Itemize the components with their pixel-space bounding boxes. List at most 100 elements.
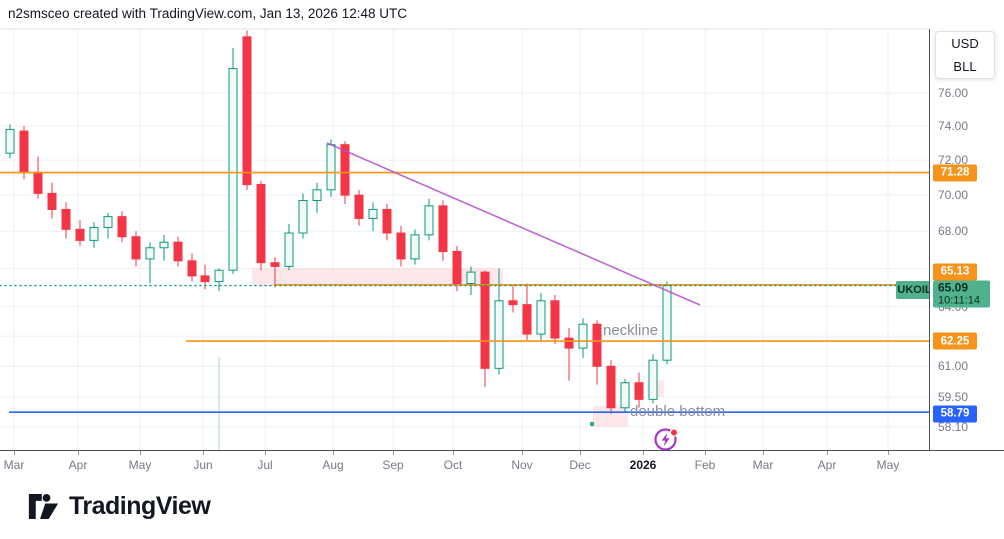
candle-body: [410, 234, 420, 260]
time-label-feb[interactable]: Feb: [694, 458, 716, 472]
candle-body: [187, 260, 197, 277]
time-label-jul[interactable]: Jul: [257, 458, 273, 472]
candle-body: [214, 269, 224, 283]
candle-body: [634, 382, 644, 400]
time-axis-tick: [203, 451, 204, 455]
price-label: 70.00: [938, 188, 969, 203]
time-label-nov[interactable]: Nov: [511, 458, 533, 472]
candle-body: [522, 304, 532, 335]
candle-body: [19, 130, 29, 173]
candle-body: [228, 68, 238, 271]
candle-body: [424, 205, 434, 236]
price-label: 58.10: [938, 419, 969, 434]
candle-body: [284, 232, 294, 267]
time-label-apr[interactable]: Apr: [817, 458, 837, 472]
price-label: 59.50: [938, 390, 969, 405]
time-axis-tick: [643, 451, 644, 455]
candle-body: [242, 36, 252, 186]
double-bottom-one-zone: [593, 406, 628, 427]
time-label-aug[interactable]: Aug: [322, 458, 344, 472]
time-label-apr[interactable]: Apr: [68, 458, 88, 472]
last-price-badge: 65.09 10:11:14: [933, 280, 990, 308]
candle-body: [606, 365, 616, 409]
time-label-may[interactable]: May: [128, 458, 152, 472]
candle-body: [480, 271, 490, 369]
candle-body: [256, 184, 266, 264]
price-label: 72.00: [938, 153, 969, 168]
candle-body: [536, 300, 546, 335]
last-price-value: 65.09: [938, 280, 969, 295]
candle-body: [564, 337, 574, 349]
time-label-oct[interactable]: Oct: [443, 458, 463, 472]
time-axis-tick: [393, 451, 394, 455]
price-line-badge: 71.28: [933, 164, 977, 182]
neckline-label: neckline: [603, 322, 659, 339]
candle-body: [340, 144, 350, 196]
time-axis-tick: [580, 451, 581, 455]
candle-body: [131, 236, 141, 260]
time-label-2026[interactable]: 2026: [629, 458, 657, 472]
candle-body: [466, 271, 476, 284]
candle-body: [396, 232, 406, 260]
attribution-text: n2smsceo created with TradingView.com, J…: [8, 6, 407, 21]
price-line-badge: 58.79: [933, 405, 977, 422]
candle-body: [550, 300, 560, 339]
time-label-mar[interactable]: Mar: [752, 458, 774, 472]
candle-body: [61, 208, 71, 230]
descending-trendline: [326, 142, 701, 306]
candle-body: [578, 323, 588, 349]
time-label-sep[interactable]: Sep: [382, 458, 404, 472]
price-label: 68.00: [938, 224, 969, 239]
price-label: 76.00: [938, 85, 969, 100]
price-label: 74.00: [938, 119, 969, 134]
candle-body: [200, 275, 210, 283]
candle-body: [173, 241, 183, 262]
candle-body: [354, 194, 364, 219]
unit-bll-button[interactable]: BLL: [953, 59, 977, 74]
candle-body: [33, 171, 43, 194]
candle-body: [662, 285, 672, 361]
supply-zone-zone: [252, 268, 503, 286]
time-axis-tick: [827, 451, 828, 455]
candlestick-chart[interactable]: [0, 0, 929, 450]
currency-unit-selector[interactable]: USD BLL: [935, 31, 995, 79]
time-axis-tick: [140, 451, 141, 455]
candle-body: [117, 216, 127, 238]
time-axis-tick: [333, 451, 334, 455]
candle-body: [438, 205, 448, 252]
candle-body: [592, 323, 602, 367]
notification-dot: [669, 428, 679, 437]
tradingview-logo-text: TradingView: [69, 492, 211, 520]
lightning-bolt-glyph: [661, 432, 670, 447]
time-axis-tick: [265, 451, 266, 455]
candle-body: [5, 128, 15, 154]
price-label: 61.00: [938, 359, 969, 374]
candle-body: [382, 208, 392, 234]
price-axis[interactable]: 76.0074.0072.0070.0068.0064.0061.0059.50…: [929, 29, 1004, 478]
time-axis-tick: [763, 451, 764, 455]
candle-body: [103, 216, 113, 229]
symbol-tag-badge: UKOIL: [896, 281, 933, 299]
flash-idea-icon[interactable]: [654, 427, 679, 452]
time-label-dec[interactable]: Dec: [569, 458, 591, 472]
candle-body: [648, 359, 658, 400]
candle-body: [508, 300, 518, 306]
candle-body: [298, 199, 308, 234]
chart-pane[interactable]: neckline double bottom UKOIL: [0, 0, 933, 452]
time-axis[interactable]: Mar Apr May Jun Jul Aug Sep Oct Nov Dec 2026 Feb Mar…: [0, 450, 1004, 479]
candle-body: [494, 300, 504, 369]
candle-body: [159, 241, 169, 249]
candle-body: [368, 208, 378, 219]
time-label-may[interactable]: May: [876, 458, 900, 472]
line-anchor-dot[interactable]: [590, 422, 594, 426]
time-label-jun[interactable]: Jun: [193, 458, 213, 472]
currency-usd-button[interactable]: USD: [951, 36, 979, 51]
price-line-badge: 62.25: [933, 332, 977, 350]
time-axis-tick: [453, 451, 454, 455]
bar-countdown: 10:11:14: [938, 294, 981, 307]
tradingview-logo-icon: [28, 494, 59, 519]
candle-body: [620, 382, 630, 409]
time-label-mar[interactable]: Mar: [3, 458, 25, 472]
double-bottom-label: double bottom: [630, 403, 726, 420]
